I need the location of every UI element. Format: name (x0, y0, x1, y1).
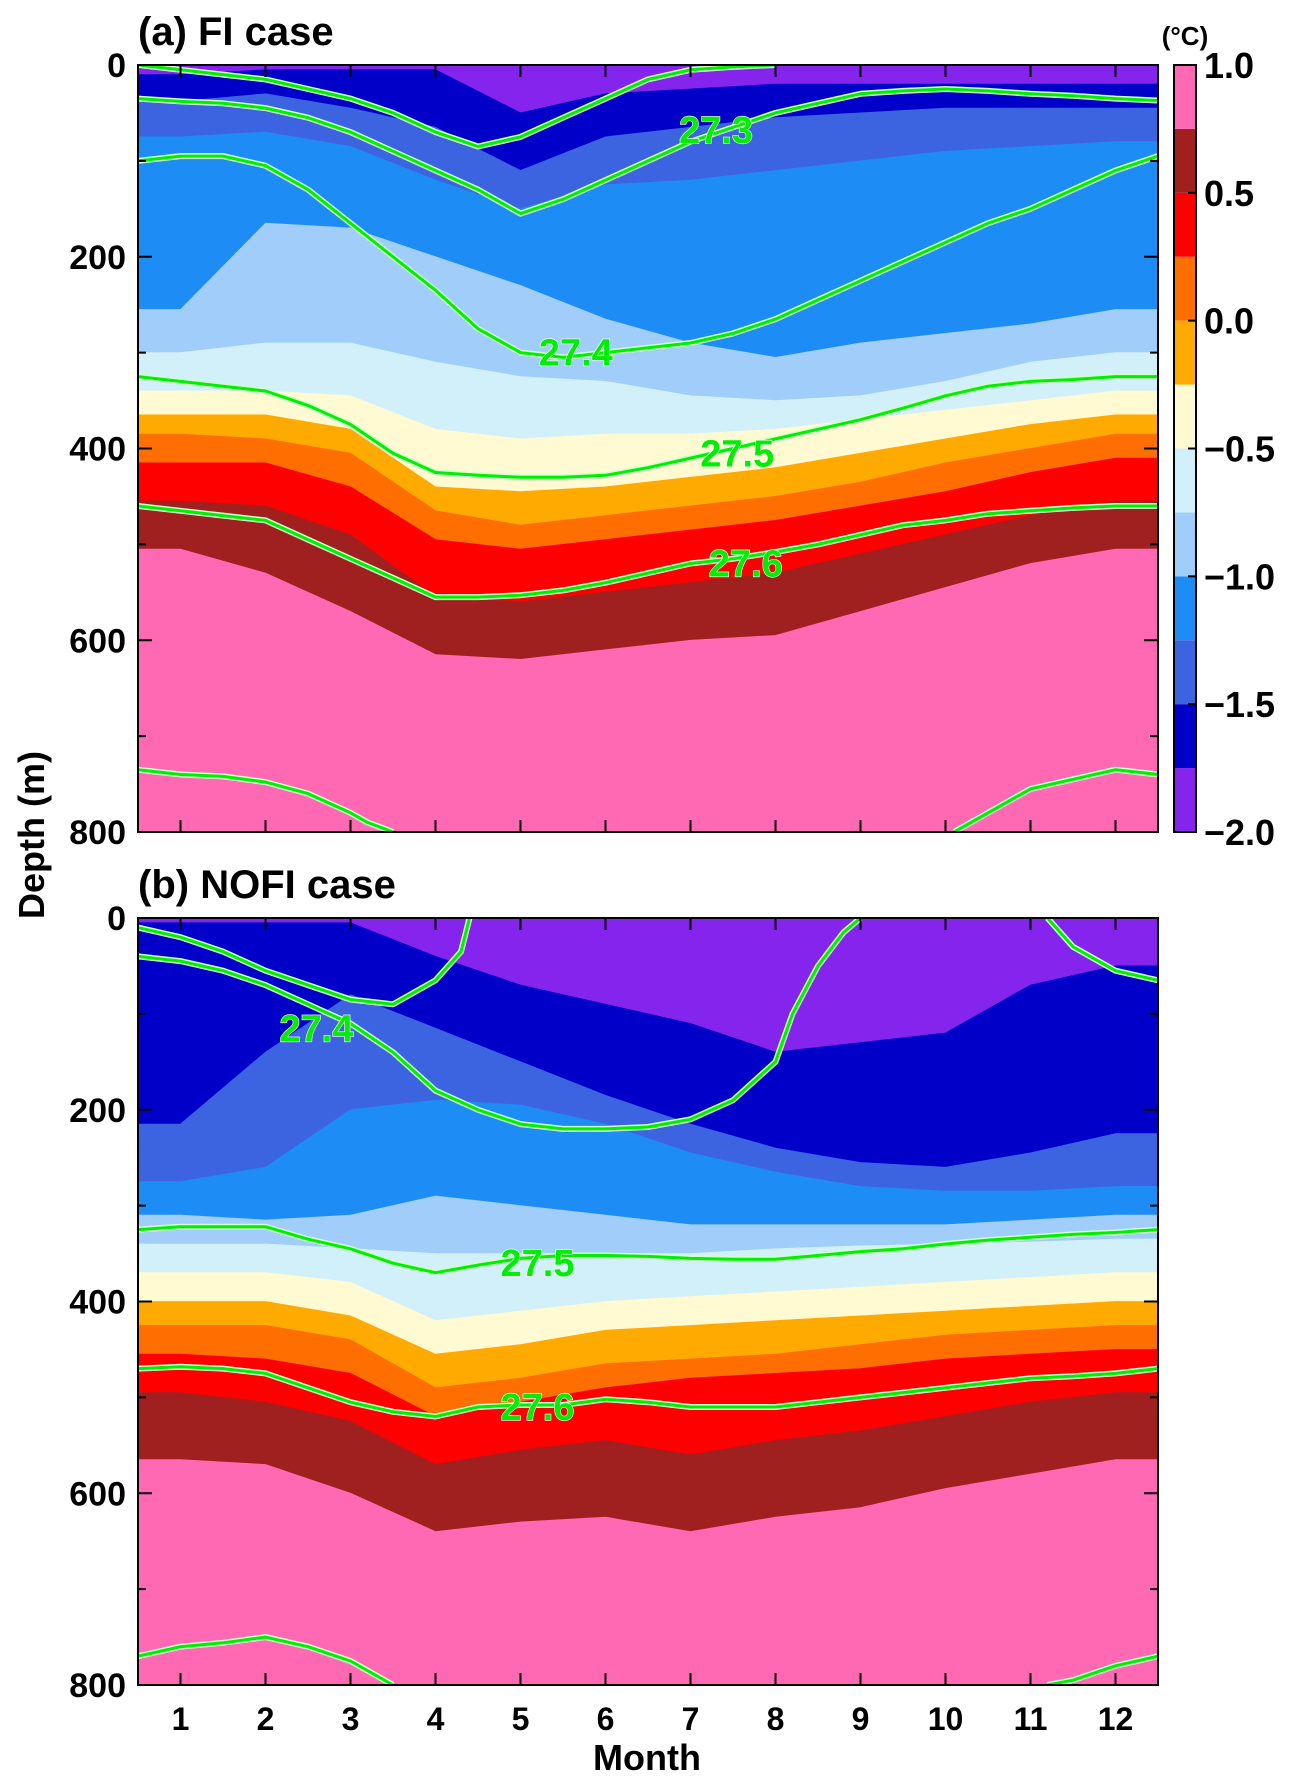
colorbar-swatch (1174, 640, 1196, 705)
contour-label: 27.4 (539, 333, 613, 375)
colorbar-swatch (1174, 192, 1196, 257)
colorbar-swatch (1174, 576, 1196, 641)
x-tick-label: 4 (427, 1701, 445, 1737)
density-contour-0 (138, 918, 862, 1131)
y-tick-label: 800 (69, 1667, 126, 1705)
y-tick-label: 600 (69, 1475, 126, 1513)
colorbar-tick-label: 0.5 (1204, 173, 1254, 214)
colorbar: −2.0 −1.5 −1.0 −0.5 0.0 0.5 1.0 (1173, 45, 1275, 853)
panel-title: (a) FI case (138, 10, 334, 54)
y-tick-label: 400 (69, 431, 126, 469)
x-tick-label: 2 (257, 1701, 275, 1737)
colorbar-tick-label: 1.0 (1204, 45, 1254, 86)
contour-label: 27.6 (501, 1387, 575, 1429)
panel-a-fi-case: 27.3 27.4 27.5 27.6 0 200 400 600 800 (a) FI case (69, 10, 1159, 852)
colorbar-swatch (1174, 768, 1196, 832)
contour-label: 27.3 (679, 110, 753, 152)
density-contour-6 (1046, 918, 1158, 982)
y-axis-label: Depth (m) (11, 751, 52, 919)
y-tick-label: 200 (69, 1092, 126, 1130)
density-contour-3 (138, 1635, 394, 1685)
x-tick-label: 1 (172, 1701, 190, 1737)
colorbar-swatch (1174, 384, 1196, 449)
y-tick-label: 0 (107, 900, 126, 938)
colorbar-swatch (1174, 256, 1196, 321)
x-tick-label: 11 (1014, 1701, 1048, 1737)
x-tick-label: 10 (928, 1701, 964, 1737)
colorbar-tick-label: −1.5 (1204, 684, 1275, 725)
density-contour-2 (138, 1365, 1158, 1418)
density-contour-2 (138, 375, 1158, 479)
colorbar-unit: (°C) (1162, 21, 1209, 51)
density-contour-0 (138, 87, 1158, 216)
colorbar-tick-label: −2.0 (1204, 812, 1275, 853)
x-tick-label: 5 (512, 1701, 530, 1737)
density-contour-5 (953, 768, 1158, 832)
density-contour-5 (138, 918, 471, 1006)
plot-area: 27.4 27.5 27.6 (138, 918, 1158, 1685)
temperature-band-11 (138, 1459, 1158, 1685)
contour-label: 27.4 (280, 1008, 354, 1050)
density-contour-3 (138, 504, 1158, 599)
colorbar-swatch (1174, 704, 1196, 769)
contour-label: 27.5 (501, 1243, 575, 1285)
colorbar-tick-label: −1.0 (1204, 556, 1275, 597)
x-tick-label: 6 (597, 1701, 615, 1737)
colorbar-tick-label: 0.0 (1204, 301, 1254, 342)
colorbar-tick-label: −0.5 (1204, 429, 1275, 470)
colorbar-swatch (1174, 65, 1196, 129)
colorbar-swatch (1174, 128, 1196, 193)
colorbar-swatch (1174, 512, 1196, 577)
x-tick-label: 7 (682, 1701, 700, 1737)
y-tick-label: 0 (107, 47, 126, 85)
x-axis-label: Month (593, 1737, 701, 1778)
y-tick-label: 400 (69, 1284, 126, 1322)
colorbar-swatch (1174, 320, 1196, 385)
panel-title: (b) NOFI case (138, 863, 396, 907)
plot-area: 27.3 27.4 27.5 27.6 (138, 65, 1158, 832)
colorbar-swatch (1174, 448, 1196, 513)
temperature-band-11 (138, 548, 1158, 832)
contour-label: 27.6 (709, 544, 783, 586)
x-tick-label: 8 (767, 1701, 785, 1737)
y-tick-label: 800 (69, 814, 126, 852)
density-contour-1 (138, 1225, 1158, 1275)
y-tick-label: 600 (69, 622, 126, 660)
x-tick-label: 9 (852, 1701, 870, 1737)
panel-b-nofi-case: 27.427.527.61 2 3 4 5 6 7 8 9 10 11 120200400600800… (69, 863, 1159, 1737)
density-contour-1 (138, 154, 1158, 359)
density-contour-4 (1047, 1654, 1158, 1685)
density-contour-6 (138, 65, 776, 148)
density-contour-4 (138, 768, 394, 832)
x-tick-label: 12 (1098, 1701, 1134, 1737)
contour-label: 27.5 (700, 433, 774, 475)
y-tick-label: 200 (69, 239, 126, 277)
x-tick-label: 3 (342, 1701, 360, 1737)
